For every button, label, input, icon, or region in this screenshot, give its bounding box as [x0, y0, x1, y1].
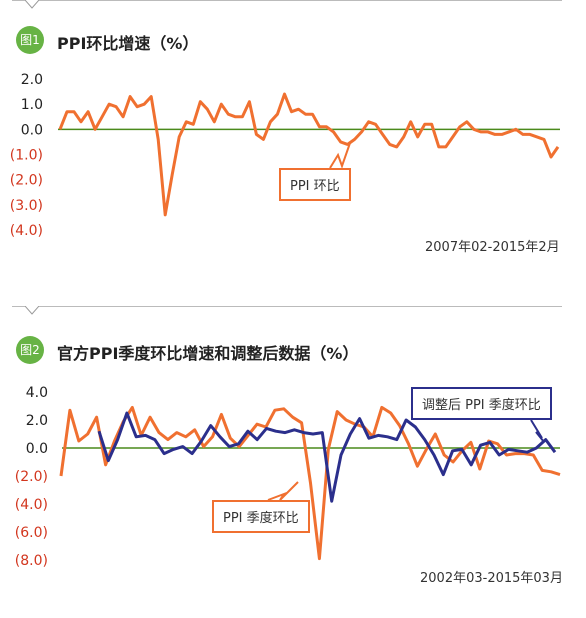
y-tick-label: 2.0 [26, 413, 48, 429]
y-tick-label: (4.0) [15, 497, 48, 513]
chart-title-1: PPI环比增速（%） [57, 34, 199, 53]
middle-divider [12, 306, 562, 307]
y-tick-label: 2.0 [21, 72, 43, 88]
series-line-1 [59, 405, 561, 561]
callout-ppi-quarterly: PPI 季度环比 [212, 500, 310, 533]
y-tick-label: (6.0) [15, 525, 48, 541]
y-tick-label: 1.0 [21, 97, 43, 113]
figure-badge-2: 图2 [16, 336, 44, 364]
callout-ppi-mom: PPI 环比 [279, 168, 351, 201]
callout-leader-2 [530, 419, 545, 443]
callout-leader-1 [329, 142, 351, 169]
y-tick-label: (1.0) [10, 148, 43, 164]
top-divider [12, 0, 562, 1]
y-tick-label: 0.0 [21, 122, 43, 138]
y-tick-label: 0.0 [26, 441, 48, 457]
date-range-1: 2007年02-2015年2月 [425, 240, 560, 255]
y-tick-label: (8.0) [15, 553, 48, 569]
series-line-1 [58, 92, 560, 217]
top-notch-icon [25, 0, 39, 9]
middle-notch-icon [25, 306, 39, 315]
figure-badge-1: 图1 [16, 26, 44, 54]
y-tick-label: (4.0) [10, 223, 43, 239]
y-tick-label: 4.0 [26, 385, 48, 401]
chart-title-2: 官方PPI季度环比增速和调整后数据（%） [57, 344, 359, 363]
y-tick-label: (2.0) [10, 173, 43, 189]
y-tick-label: (2.0) [15, 469, 48, 485]
callout-leader-1 [267, 481, 299, 501]
callout-adjusted-ppi-quarterly: 调整后 PPI 季度环比 [411, 387, 552, 420]
ppi-mom-chart: 2.0 1.0 0.0 (1.0) (2.0) (3.0) (4.0) [10, 72, 560, 239]
date-range-2: 2002年03-2015年03月 [420, 571, 563, 586]
series-line-2 [97, 411, 557, 503]
y-tick-label: (3.0) [10, 198, 43, 214]
